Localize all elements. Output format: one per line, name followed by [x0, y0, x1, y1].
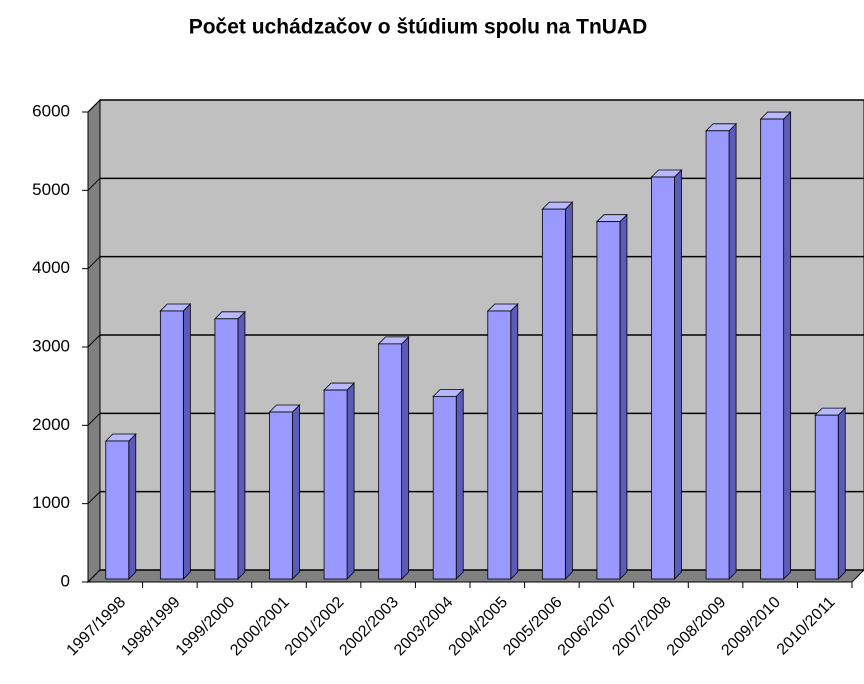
bar	[814, 414, 839, 580]
grid-line	[87, 412, 101, 426]
grid-line	[87, 334, 101, 348]
bar-side	[619, 213, 628, 580]
x-tick-label: 2010/2011	[774, 594, 839, 659]
bar-side	[182, 303, 191, 580]
bar	[105, 440, 130, 580]
y-tick-label: 2000	[32, 415, 70, 434]
bar	[269, 411, 293, 580]
bar	[214, 318, 239, 580]
bar-side	[237, 310, 246, 580]
y-tick-label: 1000	[32, 493, 70, 512]
y-tick-label: 0	[61, 571, 70, 590]
bar-side	[674, 169, 682, 580]
grid-line	[87, 256, 101, 270]
bar	[705, 130, 730, 580]
grid-line	[87, 177, 101, 191]
bar-side	[292, 404, 300, 580]
bar-side	[455, 388, 464, 580]
bar-side	[128, 433, 137, 580]
y-tick-label: 6000	[32, 101, 70, 120]
bar	[432, 395, 457, 580]
bar	[651, 176, 675, 580]
y-tick-label: 4000	[32, 258, 70, 277]
x-tick-label: 2009/2010	[718, 594, 784, 660]
bar-side	[728, 122, 737, 580]
y-tick-label: 3000	[32, 336, 70, 355]
bar	[541, 208, 566, 580]
grid-line	[87, 99, 101, 113]
bar	[487, 310, 512, 580]
bar	[378, 343, 403, 580]
bar	[760, 118, 785, 580]
bar	[596, 221, 621, 580]
chart-title: Počet uchádzačov o štúdium spolu na TnUA…	[189, 16, 648, 39]
bar	[159, 310, 184, 580]
bar-side	[837, 407, 846, 580]
bar-side	[401, 335, 410, 580]
bar-side	[783, 111, 792, 580]
grid-line	[87, 569, 101, 583]
bar-side	[564, 201, 573, 580]
floor	[86, 569, 864, 583]
bar-side	[510, 303, 519, 580]
bar-side	[346, 382, 355, 580]
grid-line	[87, 491, 101, 505]
bar	[323, 389, 348, 580]
y-tick-label: 5000	[32, 180, 70, 199]
